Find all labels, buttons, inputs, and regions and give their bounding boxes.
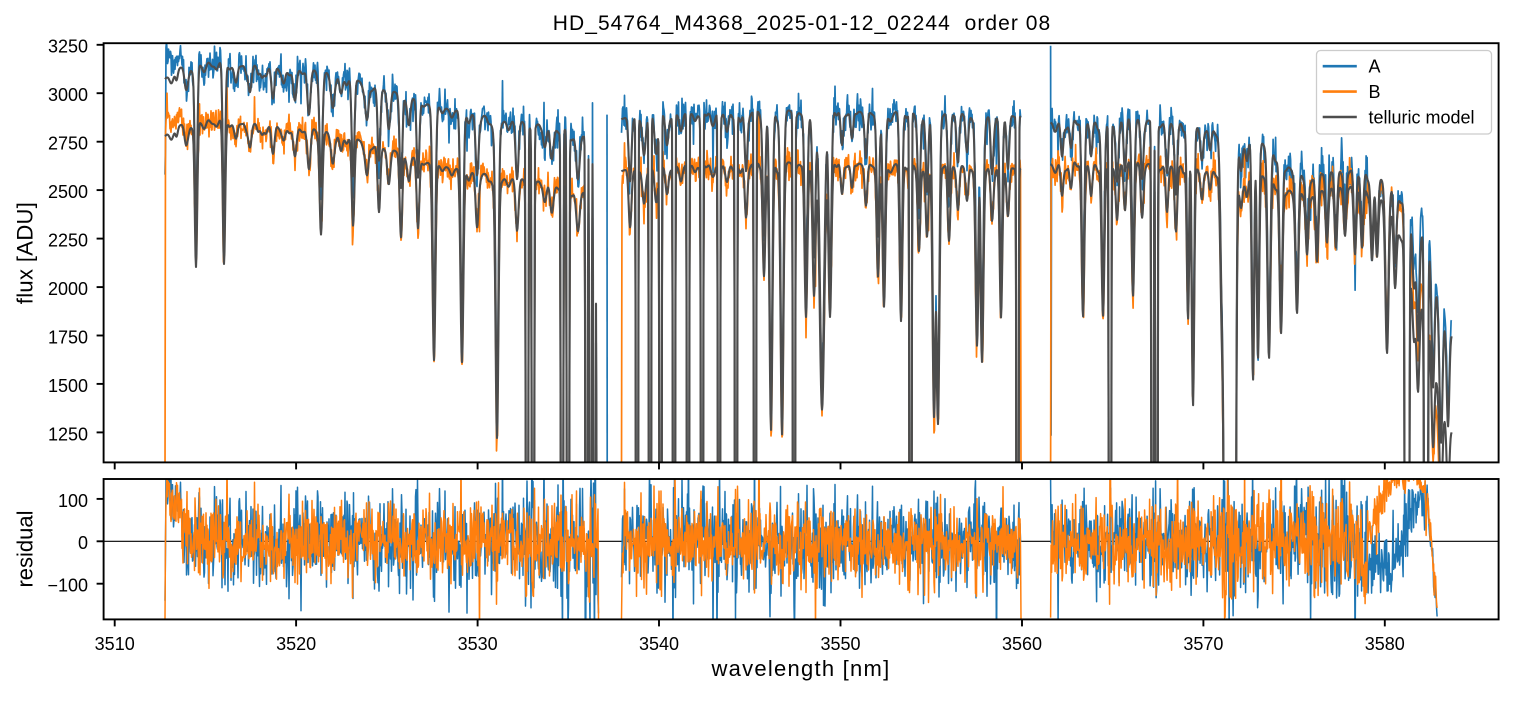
svg-text:100: 100 (58, 491, 88, 511)
svg-text:3540: 3540 (639, 634, 679, 654)
svg-text:B: B (1369, 82, 1381, 102)
svg-text:3580: 3580 (1365, 634, 1405, 654)
svg-text:2500: 2500 (48, 182, 88, 202)
svg-text:1750: 1750 (48, 327, 88, 347)
svg-text:2750: 2750 (48, 134, 88, 154)
svg-text:3000: 3000 (48, 85, 88, 105)
svg-text:3560: 3560 (1002, 634, 1042, 654)
svg-text:3520: 3520 (276, 634, 316, 654)
svg-text:−100: −100 (47, 576, 88, 596)
svg-text:flux [ADU]: flux [ADU] (13, 202, 38, 305)
svg-text:HD_54764_M4368_2025-01-12_0224: HD_54764_M4368_2025-01-12_02244 order 08 (553, 12, 1051, 35)
svg-text:A: A (1369, 57, 1381, 77)
svg-text:3530: 3530 (458, 634, 498, 654)
svg-text:3550: 3550 (820, 634, 860, 654)
svg-text:3570: 3570 (1183, 634, 1223, 654)
svg-text:telluric model: telluric model (1369, 108, 1475, 128)
svg-text:2250: 2250 (48, 231, 88, 251)
svg-text:1500: 1500 (48, 376, 88, 396)
svg-text:1250: 1250 (48, 424, 88, 444)
svg-text:wavelength [nm]: wavelength [nm] (711, 656, 891, 681)
svg-text:residual: residual (13, 510, 38, 587)
svg-text:2000: 2000 (48, 279, 88, 299)
svg-text:3510: 3510 (95, 634, 135, 654)
svg-text:3250: 3250 (48, 37, 88, 57)
svg-text:0: 0 (78, 533, 88, 553)
